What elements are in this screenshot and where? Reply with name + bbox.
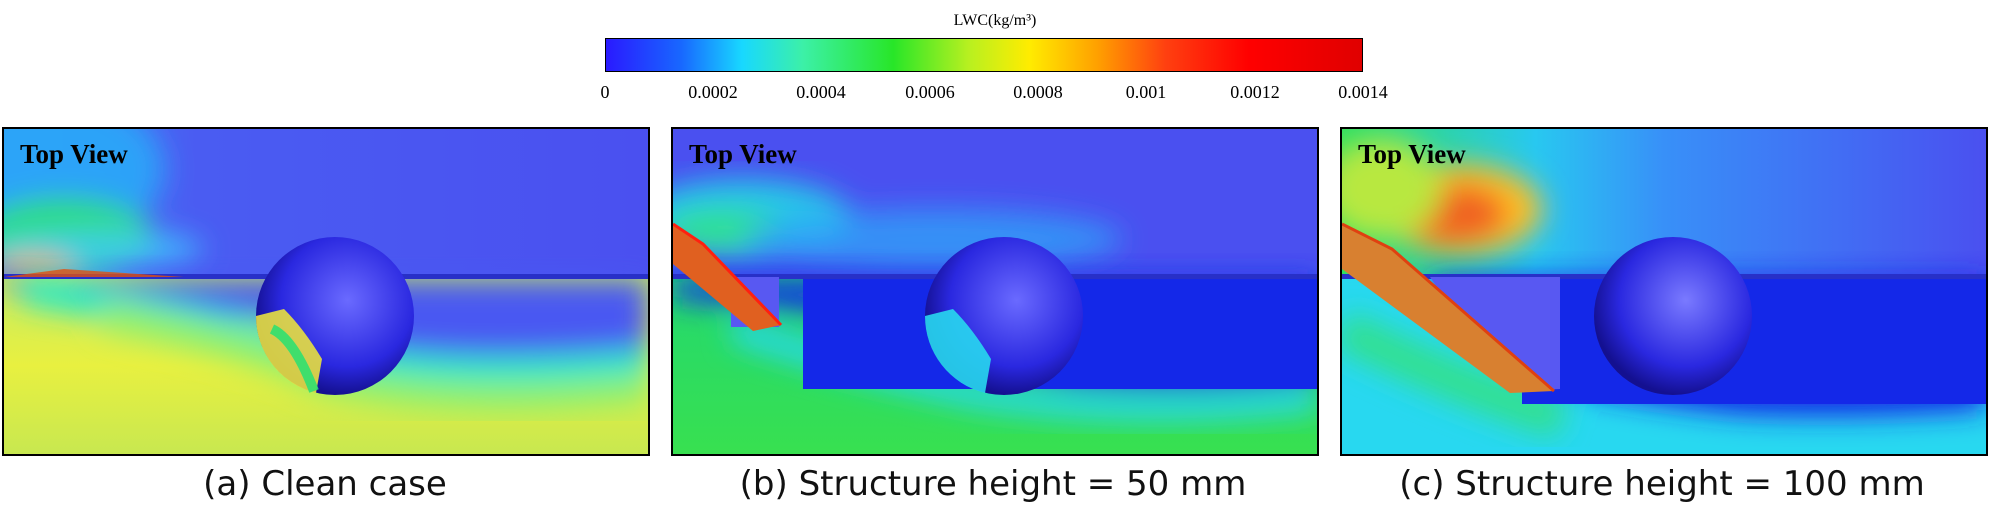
colorbar-tick: 0.0008 — [1013, 82, 1063, 102]
colorbar-tick: 0.0014 — [1338, 82, 1388, 102]
colorbar-tick: 0.0012 — [1230, 82, 1280, 102]
caption-clean-case: (a) Clean case — [203, 464, 447, 504]
lwc-contour-plot — [4, 129, 648, 454]
panel-label: Top View — [689, 139, 797, 169]
colorbar-tick: 0.0006 — [905, 82, 955, 102]
caption-structure-50mm: (b) Structure height = 50 mm — [739, 464, 1247, 504]
panel-label: Top View — [1358, 139, 1466, 169]
colorbar-tick: 0.0004 — [796, 82, 846, 102]
lwc-contour-plot — [673, 129, 1317, 454]
colorbar — [605, 38, 1363, 72]
panel-structure-50mm: Top View — [671, 127, 1319, 456]
colorbar-tick: 0.0002 — [688, 82, 738, 102]
colorbar-tick: 0.001 — [1125, 82, 1167, 102]
lwc-contour-plot — [1342, 129, 1986, 454]
panel-clean-case: Top View — [2, 127, 650, 456]
colorbar-tick: 0 — [600, 82, 610, 102]
caption-structure-100mm: (c) Structure height = 100 mm — [1399, 464, 1925, 504]
colorbar-title: LWC(kg/m³) — [953, 12, 1037, 29]
panel-structure-100mm: Top View — [1340, 127, 1988, 456]
panel-label: Top View — [20, 139, 128, 169]
